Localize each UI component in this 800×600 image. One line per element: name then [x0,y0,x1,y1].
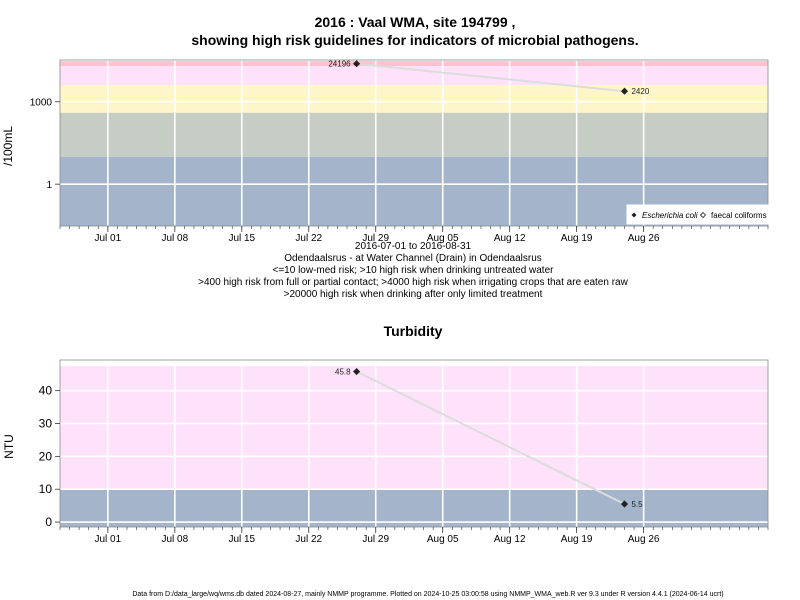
y-tick-label: 40 [39,384,53,398]
chart-caption: 2016-07-01 to 2016-08-31 Odendaalsrus - … [198,241,628,300]
risk-band-3 [60,66,768,86]
x-tick-label: Jul 08 [161,534,188,545]
x-tick-label: Aug 12 [494,534,526,545]
legend-label-faecal-coliforms: faecal coliforms [711,211,767,220]
risk-band-2 [60,85,768,113]
gridlines [60,360,768,527]
data-point [353,368,361,376]
y-tick-label: 10 [39,482,53,496]
y-tick-label: 1 [46,180,52,191]
y-tick-label: 30 [39,417,53,431]
data-point [620,87,629,95]
risk-band-0 [60,489,768,527]
data-label: 5.5 [631,500,643,509]
x-tick-label: Jul 29 [362,233,389,244]
x-tick-label: Aug 05 [427,534,459,545]
gridlines [60,60,768,226]
microbial-chart: 24196 2420 1 1000 Jul 01 Jul 08 Jul 15 Jul 22… [1,59,770,300]
data-series: 45.8 5.5 [335,368,643,509]
x-tick-label: Aug 05 [427,233,459,244]
series-line [356,370,625,505]
risk-band-1 [60,366,768,490]
y-axis: 1 1000 [30,98,60,191]
caption-guideline-1: <=10 low-med risk; >10 high risk when dr… [273,265,555,276]
x-tick-label: Jul 15 [228,534,255,545]
caption-site: Odendaalsrus - at Water Channel (Drain) … [284,253,542,264]
x-axis: Jul 01 Jul 08 Jul 15 Jul 22 Jul 29 Aug 05 Aug … [59,527,769,545]
data-series: 24196 2420 [328,60,649,96]
x-tick-label: Aug 26 [628,534,660,545]
data-label: 45.8 [335,368,351,377]
data-label: 24196 [328,60,351,69]
x-tick-label: Aug 19 [561,233,593,244]
caption-guideline-3: >20000 high risk when drinking after onl… [284,289,543,300]
data-point [620,500,629,508]
y-tick-label: 0 [45,515,52,529]
legend-label-e-coli: Escherichia coli [642,211,698,220]
x-tick-label: Jul 22 [295,534,322,545]
figure-title-line1: 2016 : Vaal WMA, site 194799 , [315,14,516,30]
risk-band-4 [60,61,768,66]
legend-marker-faecal-coliforms [699,211,707,219]
caption-guideline-2: >400 high risk from full or partial cont… [198,277,628,288]
risk-bands [60,61,768,226]
y-axis: 0 10 20 30 40 [39,384,60,529]
x-tick-label: Jul 01 [94,534,121,545]
y-tick-label: 20 [39,449,53,463]
x-tick-label: Aug 12 [494,233,526,244]
risk-band-1 [60,112,768,157]
y-tick-label: 1000 [30,98,53,109]
series-line [356,62,625,93]
x-tick-label: Jul 01 [94,233,121,244]
data-point [353,60,361,68]
x-tick-label: Jul 29 [362,534,389,545]
risk-bands [60,366,768,527]
x-tick-label: Aug 26 [628,233,660,244]
figure-title-line2: showing high risk guidelines for indicat… [191,32,638,48]
caption-date-range: 2016-07-01 to 2016-08-31 [355,241,472,252]
x-tick-label: Jul 22 [295,233,322,244]
x-tick-label: Jul 08 [161,233,188,244]
x-axis: Jul 01 Jul 08 Jul 15 Jul 22 Jul 29 Aug 05 Aug … [59,226,769,244]
legend-box [626,204,770,225]
data-label: 2420 [631,87,649,96]
y-axis-label: NTU [2,434,16,459]
y-axis-label: /100mL [1,126,15,166]
legend: Escherichia coli faecal coliforms [626,204,770,225]
turbidity-title: Turbidity [384,323,443,339]
legend-marker-e-coli [631,212,637,218]
x-tick-label: Aug 19 [561,534,593,545]
footer-note: Data from D:/data_large/wq/wms.db dated … [132,591,723,598]
x-tick-label: Jul 15 [228,233,255,244]
